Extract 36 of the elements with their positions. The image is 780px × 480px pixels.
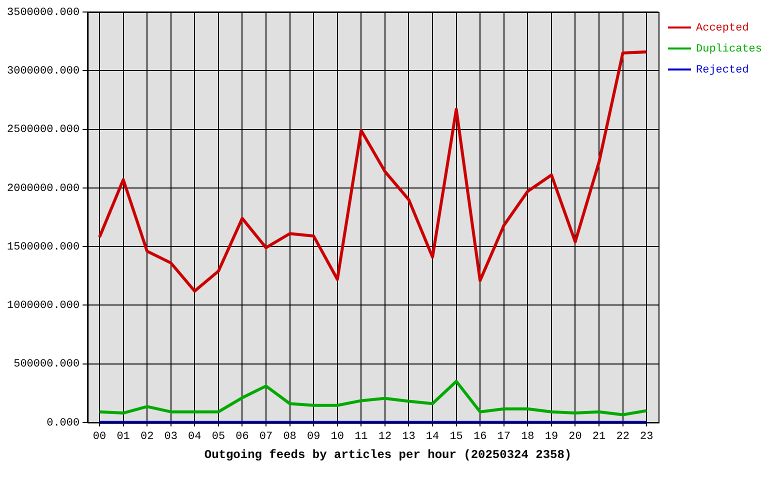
x-tick-label: 16 [473,430,487,443]
x-tick-label: 10 [330,430,344,443]
y-tick-label: 2000000.000 [6,182,80,195]
legend-label: Rejected [696,64,749,76]
x-tick-label: 23 [640,430,654,443]
x-tick-label: 01 [116,430,130,443]
x-tick-label: 20 [568,430,582,443]
x-tick-label: 03 [164,430,178,443]
x-tick-label: 05 [212,430,226,443]
x-tick-label: 14 [426,430,440,443]
x-tick-label: 07 [259,430,273,443]
text: Outgoing feeds by articles per hour (20250324 2358) [204,448,572,462]
x-tick-label: 13 [402,430,416,443]
x-tick-label: 18 [521,430,534,443]
x-tick-label: 02 [140,430,154,443]
x-tick-label: 04 [188,430,202,443]
x-tick-label: 08 [283,430,296,443]
x-tick-label: 11 [354,430,368,443]
y-tick-label: 500000.000 [14,358,80,371]
x-tick-label: 15 [450,430,463,443]
legend-label: Accepted [696,22,749,34]
y-tick-label: 1500000.000 [6,241,80,254]
y-tick-label: 2500000.000 [6,124,80,136]
x-tick-label: 12 [378,430,392,443]
y-tick-label: 0.000 [46,417,80,430]
y-tick-label: 3500000.000 [6,6,80,19]
x-tick-label: 09 [306,430,320,443]
x-tick-label: 22 [616,430,630,443]
legend-label: Duplicates [696,43,762,56]
x-tick-label: 00 [92,430,106,443]
y-tick-label: 1000000.000 [6,300,80,312]
x-tick-label: 17 [497,430,510,443]
x-tick-label: 21 [592,430,606,443]
x-tick-label: 06 [236,430,249,443]
y-tick-label: 3000000.000 [6,66,80,78]
x-tick-label: 19 [544,430,558,443]
